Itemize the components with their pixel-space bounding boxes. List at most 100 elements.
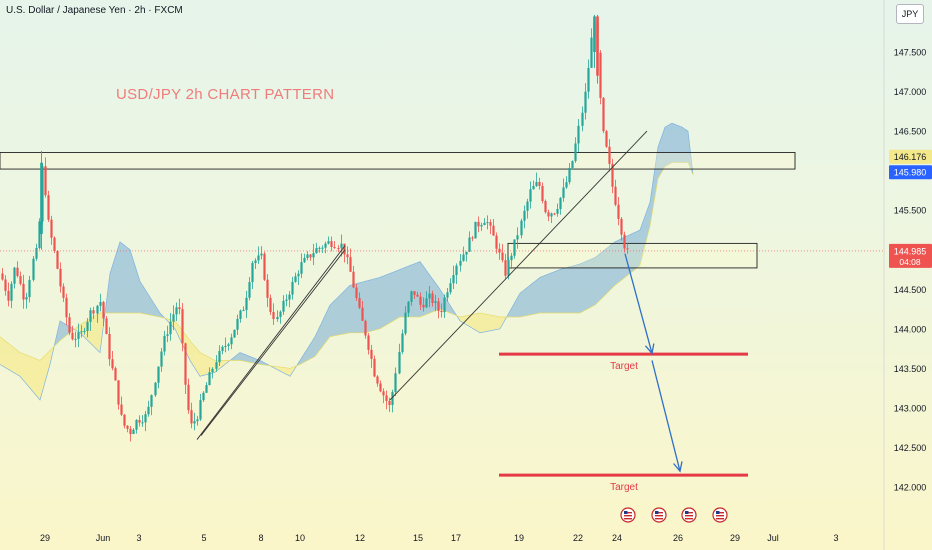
currency-button[interactable]: JPY bbox=[896, 4, 924, 24]
candle[interactable] bbox=[495, 235, 498, 249]
candle[interactable] bbox=[147, 406, 150, 415]
candle[interactable] bbox=[544, 201, 547, 213]
resistance-zone[interactable] bbox=[0, 151, 796, 170]
candle[interactable] bbox=[370, 349, 373, 359]
candle[interactable] bbox=[574, 143, 577, 162]
candle[interactable] bbox=[141, 422, 144, 424]
candle[interactable] bbox=[355, 287, 358, 299]
candle[interactable] bbox=[144, 414, 147, 423]
candle[interactable] bbox=[367, 335, 370, 350]
candle[interactable] bbox=[581, 112, 584, 126]
candle[interactable] bbox=[617, 204, 620, 219]
candle[interactable] bbox=[224, 345, 227, 347]
candle[interactable] bbox=[215, 362, 218, 369]
candle[interactable] bbox=[257, 255, 260, 261]
trendline[interactable] bbox=[196, 245, 346, 440]
candle[interactable] bbox=[59, 268, 62, 287]
candle[interactable] bbox=[169, 321, 172, 335]
candle[interactable] bbox=[330, 241, 333, 248]
candle[interactable] bbox=[276, 316, 279, 320]
candle[interactable] bbox=[474, 221, 477, 239]
candle[interactable] bbox=[294, 276, 297, 282]
candle[interactable] bbox=[431, 293, 434, 303]
projection-arrow[interactable] bbox=[651, 360, 681, 472]
candle[interactable] bbox=[401, 333, 404, 352]
candle[interactable] bbox=[114, 368, 117, 381]
candle[interactable] bbox=[138, 419, 141, 423]
candle[interactable] bbox=[327, 241, 330, 244]
candle[interactable] bbox=[38, 221, 41, 248]
trendline[interactable] bbox=[200, 249, 346, 436]
candle[interactable] bbox=[391, 391, 394, 405]
candle[interactable] bbox=[199, 400, 202, 420]
candle[interactable] bbox=[428, 293, 431, 299]
candle[interactable] bbox=[626, 248, 629, 250]
candle[interactable] bbox=[513, 239, 516, 256]
candle[interactable] bbox=[584, 91, 587, 113]
candle[interactable] bbox=[163, 335, 166, 352]
candle[interactable] bbox=[440, 310, 443, 313]
candle[interactable] bbox=[538, 181, 541, 186]
candle[interactable] bbox=[245, 297, 248, 311]
candle[interactable] bbox=[410, 291, 413, 302]
candle[interactable] bbox=[398, 351, 401, 374]
candle[interactable] bbox=[172, 314, 175, 322]
candle[interactable] bbox=[611, 163, 614, 187]
candle[interactable] bbox=[50, 219, 53, 238]
candle[interactable] bbox=[483, 222, 486, 225]
candle[interactable] bbox=[404, 312, 407, 334]
candle[interactable] bbox=[568, 167, 571, 183]
candle[interactable] bbox=[571, 161, 574, 168]
candle[interactable] bbox=[178, 307, 181, 310]
candle[interactable] bbox=[80, 331, 83, 333]
candle[interactable] bbox=[333, 247, 336, 249]
candle[interactable] bbox=[221, 346, 224, 351]
candle[interactable] bbox=[486, 222, 489, 224]
candle[interactable] bbox=[364, 320, 367, 336]
candle[interactable] bbox=[321, 247, 324, 249]
candle[interactable] bbox=[309, 254, 312, 258]
candle[interactable] bbox=[157, 366, 160, 383]
candle[interactable] bbox=[437, 301, 440, 311]
candle[interactable] bbox=[196, 419, 199, 422]
candle[interactable] bbox=[425, 298, 428, 308]
candle[interactable] bbox=[105, 318, 108, 335]
candle[interactable] bbox=[62, 286, 65, 298]
candle[interactable] bbox=[300, 262, 303, 274]
candle[interactable] bbox=[340, 243, 343, 249]
candle[interactable] bbox=[99, 302, 102, 306]
candle[interactable] bbox=[489, 222, 492, 226]
candle[interactable] bbox=[297, 273, 300, 277]
candle[interactable] bbox=[541, 185, 544, 202]
candle[interactable] bbox=[446, 292, 449, 298]
candle[interactable] bbox=[279, 311, 282, 317]
candle[interactable] bbox=[343, 243, 346, 255]
candle[interactable] bbox=[529, 189, 532, 202]
symbol-header[interactable]: U.S. Dollar / Japanese Yen · 2h · FXCM bbox=[6, 5, 183, 16]
candle[interactable] bbox=[361, 307, 364, 321]
candle[interactable] bbox=[462, 254, 465, 261]
candle[interactable] bbox=[102, 302, 105, 319]
candle[interactable] bbox=[291, 281, 294, 295]
candle[interactable] bbox=[96, 305, 99, 314]
candle[interactable] bbox=[416, 294, 419, 297]
candle[interactable] bbox=[324, 243, 327, 248]
candle[interactable] bbox=[47, 195, 50, 220]
candle[interactable] bbox=[492, 225, 495, 236]
candle[interactable] bbox=[388, 400, 391, 405]
candle[interactable] bbox=[379, 383, 382, 392]
candle[interactable] bbox=[337, 247, 340, 249]
candle[interactable] bbox=[1, 273, 4, 280]
candle[interactable] bbox=[318, 247, 321, 249]
candle[interactable] bbox=[208, 372, 211, 386]
candle[interactable] bbox=[251, 263, 254, 283]
candle[interactable] bbox=[385, 395, 388, 401]
candle[interactable] bbox=[565, 182, 568, 188]
candle[interactable] bbox=[150, 395, 153, 407]
candle[interactable] bbox=[507, 260, 510, 276]
candle[interactable] bbox=[117, 380, 120, 405]
candle[interactable] bbox=[260, 253, 263, 256]
candle[interactable] bbox=[376, 376, 379, 384]
candle[interactable] bbox=[269, 297, 272, 312]
candle[interactable] bbox=[120, 404, 123, 415]
